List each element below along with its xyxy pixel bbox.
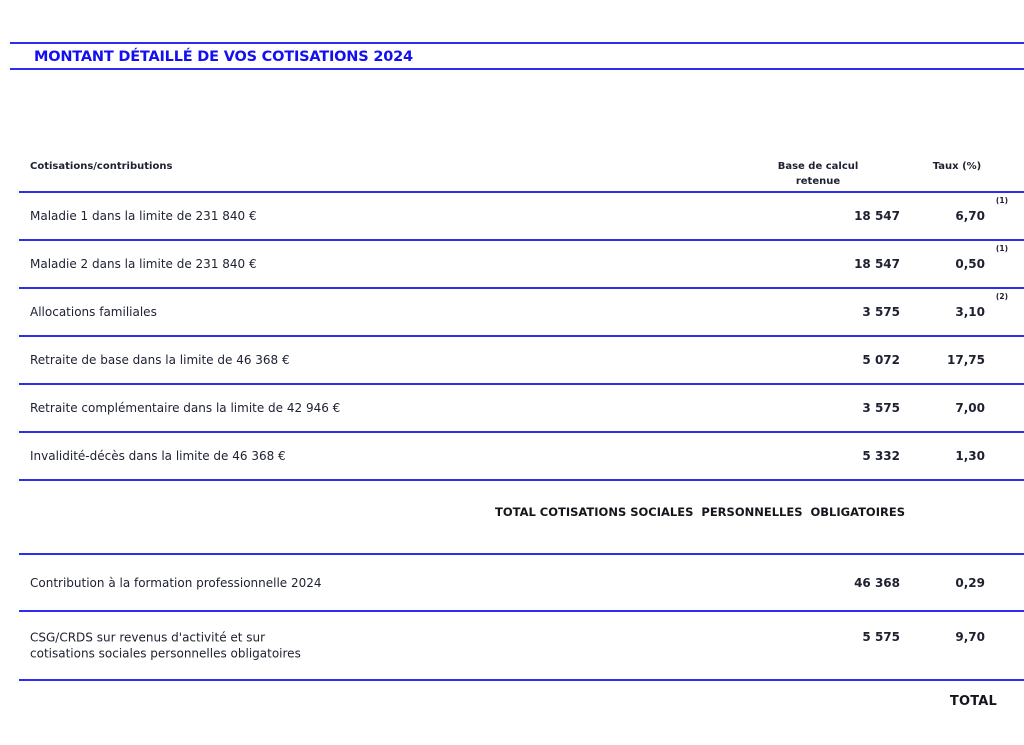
- row-label: Allocations familiales: [30, 304, 157, 319]
- row-base-value: 46 368: [854, 575, 900, 590]
- row-base-value: 5 575: [862, 629, 900, 644]
- table-row: Retraite complémentaire dans la limite d…: [19, 385, 1024, 433]
- row-taux-value: 1,30: [955, 449, 985, 463]
- column-header-cotisations: Cotisations/contributions: [30, 161, 173, 172]
- row-label: Retraite complémentaire dans la limite d…: [30, 400, 341, 415]
- subtotal-row: TOTAL COTISATIONS SOCIALES PERSONNELLES …: [19, 481, 1024, 555]
- row-taux-value: 0,29: [955, 575, 985, 590]
- title-divider-top: [10, 42, 1024, 44]
- row-label: Contribution à la formation professionne…: [30, 575, 322, 590]
- footnote-ref: (1): [995, 244, 1008, 253]
- row-label: Maladie 1 dans la limite de 231 840 €: [30, 208, 257, 223]
- table-row: Allocations familiales 3 575 3,10 (2): [19, 289, 1024, 337]
- row-taux-value: 0,50: [955, 257, 985, 271]
- row-taux-value: 6,70: [955, 209, 985, 223]
- contributions-table-section-2: Contribution à la formation professionne…: [19, 555, 1024, 681]
- row-label: CSG/CRDS sur revenus d'activité et sur c…: [30, 630, 301, 661]
- row-label: Retraite de base dans la limite de 46 36…: [30, 352, 290, 367]
- subtotal-label: TOTAL COTISATIONS SOCIALES PERSONNELLES …: [495, 505, 905, 519]
- table-row: Invalidité-décès dans la limite de 46 36…: [19, 433, 1024, 481]
- row-label: Invalidité-décès dans la limite de 46 36…: [30, 448, 286, 463]
- column-header-base-line2: retenue: [795, 176, 841, 187]
- row-base-value: 18 547: [854, 209, 900, 223]
- row-taux-value: 17,75: [947, 353, 985, 367]
- footnote-ref: (2): [995, 292, 1008, 301]
- row-base-value: 18 547: [854, 257, 900, 271]
- contributions-table-section-1: Maladie 1 dans la limite de 231 840 € 18…: [19, 193, 1024, 481]
- column-header-base-line1: Base de calcul: [777, 161, 859, 172]
- grand-total-label: TOTAL: [949, 694, 997, 709]
- table-row: Maladie 1 dans la limite de 231 840 € 18…: [19, 193, 1024, 241]
- table-row: Contribution à la formation professionne…: [19, 555, 1024, 612]
- table-row: Retraite de base dans la limite de 46 36…: [19, 337, 1024, 385]
- column-header-taux: Taux (%): [932, 161, 982, 172]
- row-taux-value: 7,00: [955, 401, 985, 415]
- row-base-value: 5 072: [862, 353, 900, 367]
- row-base-value: 3 575: [862, 401, 900, 415]
- table-row: Maladie 2 dans la limite de 231 840 € 18…: [19, 241, 1024, 289]
- table-row: CSG/CRDS sur revenus d'activité et sur c…: [19, 612, 1024, 681]
- row-base-value: 3 575: [862, 305, 900, 319]
- page-title: MONTANT DÉTAILLÉ DE VOS COTISATIONS 2024: [34, 49, 413, 65]
- row-taux-value: 3,10: [955, 305, 985, 319]
- header-divider: [19, 191, 1024, 193]
- footnote-ref: (1): [995, 196, 1008, 205]
- row-base-value: 5 332: [862, 449, 900, 463]
- title-divider-bottom: [10, 68, 1024, 70]
- row-label: Maladie 2 dans la limite de 231 840 €: [30, 256, 257, 271]
- column-header-base: Base de calcul retenue: [758, 159, 878, 189]
- row-taux-value: 9,70: [955, 629, 985, 644]
